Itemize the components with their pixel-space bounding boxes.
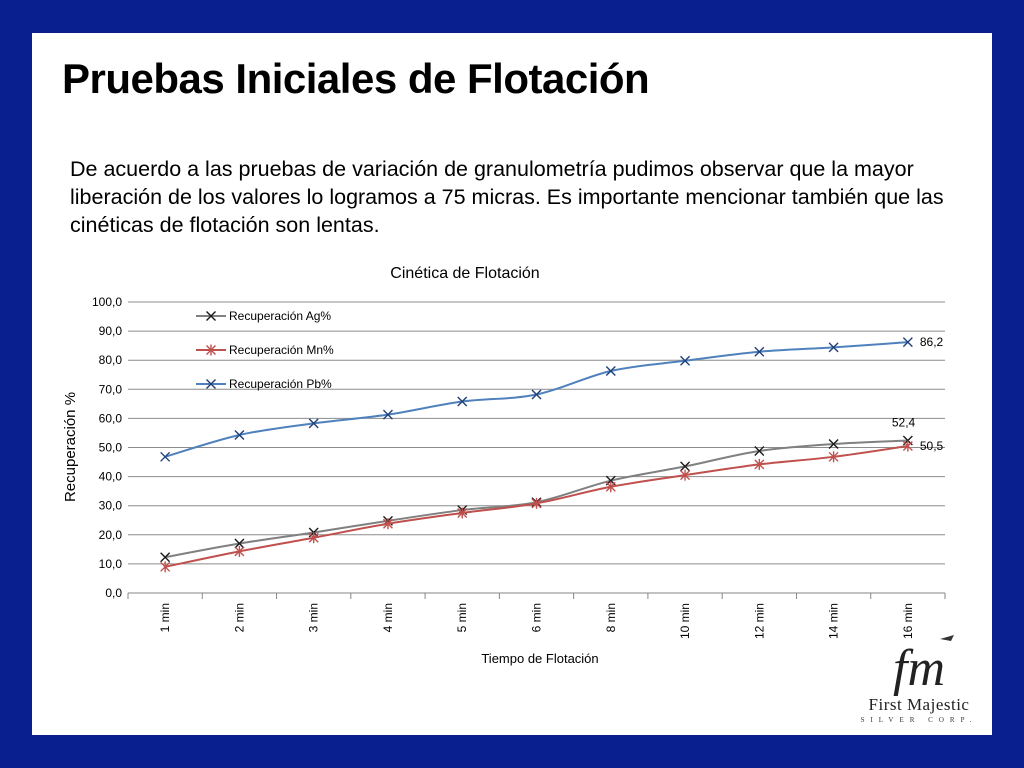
x-tick-label: 1 min — [158, 603, 172, 632]
star-marker — [902, 440, 913, 452]
x-marker — [680, 355, 691, 366]
x-tick-label: 3 min — [307, 603, 321, 632]
star-marker — [234, 545, 245, 557]
chart-gridlines — [128, 301, 945, 594]
data-label: 52,4 — [892, 416, 916, 430]
star-marker — [754, 458, 765, 470]
data-label: 50,5 — [920, 439, 944, 453]
star-marker — [531, 497, 542, 509]
x-axis-label: Tiempo de Flotación — [481, 651, 598, 666]
legend-item: Recuperación Ag% — [196, 309, 331, 323]
y-tick-label: 10,0 — [99, 557, 123, 571]
chart-series: 52,4 50,5 86,2 — [160, 335, 944, 573]
series-2: 50,5 — [160, 439, 944, 573]
y-tick-label: 80,0 — [99, 353, 123, 367]
x-marker — [828, 439, 839, 450]
star-marker — [680, 469, 691, 481]
slide-body-text: De acuerdo a las pruebas de variación de… — [70, 157, 944, 237]
x-tick-label: 8 min — [604, 603, 618, 632]
y-tick-label: 30,0 — [99, 499, 123, 513]
logo-subtitle: SILVER CORP. — [860, 716, 978, 724]
company-logo: fm First Majestic SILVER CORP. — [844, 633, 994, 733]
chart-axes: 0,0 10,0 20,0 30,0 40,0 50,0 60,0 70,0 80,0 90,0 1… — [92, 295, 946, 639]
y-axis-label: Recuperación % — [62, 392, 79, 502]
x-tick-label: 4 min — [381, 603, 395, 632]
x-tick-label: 6 min — [530, 603, 544, 632]
y-tick-label: 70,0 — [99, 382, 123, 396]
star-marker — [382, 518, 393, 530]
chart-legend: Recuperación Ag% Recuperación Mn% Recupera… — [196, 309, 334, 391]
series-line — [164, 341, 908, 458]
logo-monogram-icon: fm — [893, 635, 954, 697]
y-tick-label: 0,0 — [105, 586, 122, 600]
y-tick-label: 40,0 — [99, 470, 123, 484]
slide: Pruebas Iniciales de Flotación De acuerd… — [32, 33, 992, 735]
chart-title: Cinética de Flotación — [390, 265, 539, 282]
legend-item: Recuperación Pb% — [196, 377, 332, 391]
y-tick-label: 100,0 — [92, 295, 122, 309]
x-marker — [605, 365, 616, 376]
x-marker — [234, 538, 245, 549]
x-marker — [754, 445, 765, 456]
data-label: 86,2 — [920, 335, 944, 349]
x-marker — [234, 429, 245, 440]
star-marker — [206, 344, 216, 356]
x-tick-label: 10 min — [678, 603, 692, 639]
x-marker — [457, 396, 468, 407]
x-marker — [160, 552, 171, 563]
x-tick-label: 12 min — [752, 603, 766, 639]
y-tick-label: 90,0 — [99, 324, 123, 338]
star-marker — [160, 561, 171, 573]
series-1: 52,4 — [160, 416, 916, 563]
star-marker — [308, 532, 319, 544]
star-marker — [457, 507, 468, 519]
y-tick-label: 60,0 — [99, 411, 123, 425]
x-marker — [160, 451, 171, 462]
x-marker — [828, 342, 839, 353]
legend-label: Recuperación Ag% — [229, 309, 331, 323]
y-tick-label: 20,0 — [99, 528, 123, 542]
x-tick-label: 16 min — [901, 603, 915, 639]
x-tick-label: 2 min — [232, 603, 246, 632]
x-marker — [308, 418, 319, 429]
y-tick-label: 50,0 — [99, 441, 123, 455]
legend-item: Recuperación Mn% — [196, 343, 334, 357]
slide-title: Pruebas Iniciales de Flotación — [62, 55, 650, 102]
x-marker — [680, 461, 691, 472]
x-marker — [754, 346, 765, 357]
logo-monogram: fm — [893, 640, 945, 697]
x-tick-label: 14 min — [827, 603, 841, 639]
logo-company-name: First Majestic — [868, 695, 970, 714]
x-marker — [382, 409, 393, 420]
star-marker — [828, 451, 839, 463]
x-marker — [206, 379, 216, 389]
x-marker — [902, 337, 913, 348]
series-3: 86,2 — [160, 335, 944, 462]
star-marker — [605, 481, 616, 493]
legend-label: Recuperación Mn% — [229, 343, 334, 357]
x-marker — [206, 311, 216, 321]
x-tick-label: 5 min — [455, 603, 469, 632]
legend-label: Recuperación Pb% — [229, 377, 332, 391]
recovery-line-chart: Cinética de Flotación 0,0 10,0 20,0 30,0 40,… — [62, 265, 946, 666]
x-marker — [531, 389, 542, 400]
